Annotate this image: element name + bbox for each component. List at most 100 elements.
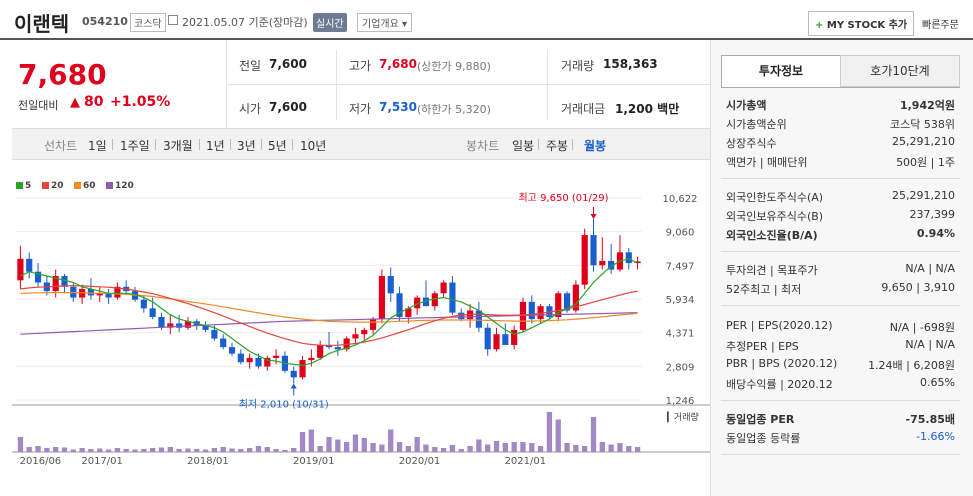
candle-body <box>484 327 491 350</box>
ma20-line <box>20 285 638 347</box>
y-tick-label: 7,497 <box>666 261 695 272</box>
candle-body <box>581 235 588 285</box>
tab-monthly[interactable]: 월봉 <box>584 139 607 153</box>
candle-body <box>228 347 236 354</box>
side-row-label: 시가총액 <box>726 99 767 112</box>
tab-weekly[interactable]: 주봉 <box>546 139 569 153</box>
candle-body <box>61 276 68 287</box>
volume-bar <box>590 417 597 452</box>
realtime-badge[interactable]: 실시간 <box>313 13 347 32</box>
line-chart-label: 선차트 <box>44 139 78 153</box>
volume-bar <box>573 445 579 452</box>
tab-invest-info[interactable]: 투자정보 <box>721 55 841 87</box>
tab-1y[interactable]: 1년 <box>206 139 225 153</box>
candle-body <box>555 293 562 317</box>
volume-bar <box>493 441 500 452</box>
chevron-down-icon: ▾ <box>402 19 408 30</box>
volume-bar <box>617 443 623 452</box>
volume-bar <box>44 448 50 452</box>
volume-bar <box>167 447 173 452</box>
side-divider <box>721 178 960 179</box>
corp-info-dropdown[interactable]: 기업개요 ▾ <box>357 13 413 32</box>
side-row-value: -75.85배 <box>905 413 955 426</box>
volume-bar <box>599 442 605 452</box>
volume-bar <box>564 443 570 452</box>
stock-name: 이랜텍 <box>14 12 70 36</box>
quick-order-link[interactable]: 빠른주문 <box>922 20 959 31</box>
plus-icon: + <box>815 20 824 31</box>
candle-body <box>590 235 597 266</box>
candle-body <box>184 321 192 328</box>
candle-body <box>475 310 482 328</box>
y-tick-label: 10,622 <box>663 194 698 205</box>
volume-bar <box>352 434 359 452</box>
current-price: 7,680 <box>18 58 107 91</box>
side-row-value: 25,291,210 <box>892 189 955 202</box>
legend-ma120: 120 <box>106 181 134 191</box>
candle-body <box>528 301 535 320</box>
volume-bar <box>432 447 438 452</box>
volume-bar <box>520 442 526 452</box>
price-chart[interactable]: 10,622 9,060 7,497 5,934 4,371 2,809 1,246 ▎거래량… <box>12 190 710 470</box>
mystock-add-button[interactable]: + MY STOCK 추가 <box>808 11 915 36</box>
ma5-line <box>20 258 638 367</box>
tab-daily[interactable]: 일봉 <box>512 139 535 153</box>
candle-body <box>572 284 579 311</box>
volume-bar <box>202 449 209 452</box>
market-badge: 코스닥 <box>130 13 166 32</box>
side-row-value: N/A | N/A <box>905 338 955 351</box>
volume-bar <box>255 446 262 452</box>
current-price-block: 7,680 전일대비 ▲ 80 +1.05% <box>12 40 226 128</box>
volume-bar <box>511 442 517 452</box>
volume-bar <box>361 438 367 452</box>
y-tick-label: 4,371 <box>666 329 695 340</box>
stock-header: 이랜텍 054210 코스닥 2021.05.07 기준(장마감) 실시간 기업… <box>0 0 973 40</box>
side-row-label: 투자의견 | 목표주가 <box>726 264 818 277</box>
volume-bar <box>97 448 103 452</box>
volume-bar <box>379 444 385 452</box>
volume-bar <box>114 448 121 452</box>
side-row-label: 배당수익률 | 2020.12 <box>726 378 833 391</box>
tab-3m[interactable]: 3개월 <box>163 139 193 153</box>
side-row-label: 외국인한도주식수(A) <box>726 191 824 204</box>
candle-body <box>352 334 359 339</box>
volume-bar <box>537 446 544 452</box>
candle-body <box>458 312 465 320</box>
candle-body <box>625 252 632 264</box>
side-row-value: 코스닥 538위 <box>890 118 955 131</box>
volume-bar <box>555 419 561 452</box>
side-row-value: 237,399 <box>909 208 956 221</box>
volume-value: 158,363 <box>603 57 658 71</box>
x-tick-label: 2017/01 <box>81 456 123 467</box>
low-value: 7,530 <box>379 100 417 114</box>
candle-body <box>237 353 244 363</box>
candle-body <box>290 370 297 378</box>
tab-1d[interactable]: 1일 <box>88 139 107 153</box>
candle-body <box>176 323 183 328</box>
y-tick-label: 2,809 <box>666 362 695 373</box>
candle-body <box>158 316 165 328</box>
legend-ma5: 5 <box>16 181 31 191</box>
candle-body <box>114 286 121 298</box>
side-row-value: -1.66% <box>916 430 955 443</box>
tab-5y[interactable]: 5년 <box>268 139 287 153</box>
y-tick-label: 5,934 <box>666 295 695 306</box>
side-divider <box>721 400 960 401</box>
candle-body <box>387 276 394 294</box>
side-row-value: 1,942억원 <box>899 99 955 112</box>
tab-3y[interactable]: 3년 <box>237 139 256 153</box>
volume-bar <box>546 412 553 452</box>
candle-body <box>599 260 606 266</box>
price-info-grid: 전일 7,600 고가 7,680 (상한가 9,880) 거래량 158,36… <box>226 40 711 128</box>
volume-bar <box>141 449 147 452</box>
side-row-value: 0.94% <box>916 227 955 240</box>
volume-bar <box>335 439 341 452</box>
side-row-label: 추정PER | EPS <box>726 340 799 353</box>
volume-bar <box>194 449 200 452</box>
candle-body <box>449 282 456 313</box>
tab-quote-10[interactable]: 호가10단계 <box>840 55 960 87</box>
tab-1w[interactable]: 1주일 <box>120 139 150 153</box>
side-divider <box>721 454 960 455</box>
tab-10y[interactable]: 10년 <box>300 139 327 153</box>
side-row-label: 시가총액순위 <box>726 118 787 131</box>
